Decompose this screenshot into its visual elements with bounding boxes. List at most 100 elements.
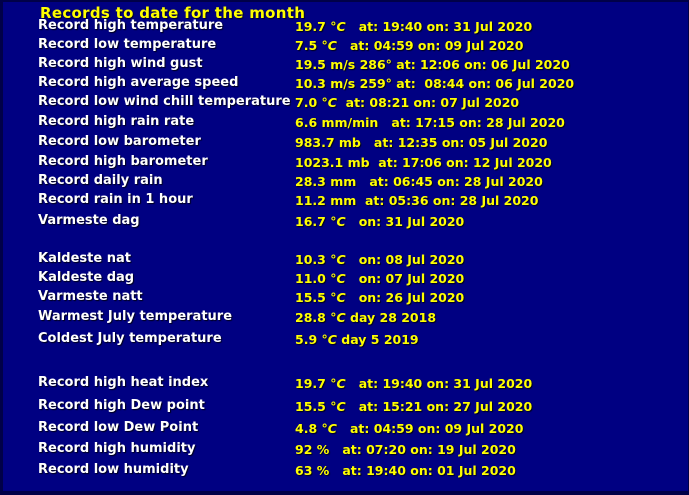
record-label: Varmeste dag [38, 213, 140, 228]
record-label: Record low barometer [38, 134, 201, 149]
record-label: Record high barometer [38, 154, 208, 169]
record-datetime: on: 26 Jul 2020 [345, 290, 465, 305]
record-row: Varmeste natt 15.5 °C on: 26 Jul 2020 [0, 289, 689, 305]
record-unit: mm/min [321, 115, 379, 130]
record-unit: °C [330, 399, 346, 414]
record-label: Record high average speed [38, 75, 239, 90]
record-value: 19.5 m/s 286° at: 12:06 on: 06 Jul 2020 [295, 57, 570, 73]
record-label: Kaldeste dag [38, 270, 135, 285]
record-unit: mm [330, 193, 357, 208]
record-label: Varmeste natt [38, 289, 143, 304]
record-datetime: on: 31 Jul 2020 [345, 214, 465, 229]
record-value: 15.5 °C at: 15:21 on: 27 Jul 2020 [295, 399, 532, 415]
record-datetime: at: 06:45 on: 28 Jul 2020 [356, 174, 543, 189]
record-number: 19.7 [295, 376, 331, 391]
record-row: Record low humidity 63 % at: 19:40 on: 01… [0, 462, 689, 478]
record-value: 19.7 °C at: 19:40 on: 31 Jul 2020 [295, 376, 532, 392]
record-label: Record low Dew Point [38, 420, 199, 435]
record-row: Record low temperature 7.5 °C at: 04:59 o… [0, 37, 689, 53]
record-datetime: 259° at: 08:44 on: 06 Jul 2020 [355, 76, 575, 91]
record-value: 63 % at: 19:40 on: 01 Jul 2020 [295, 463, 516, 479]
record-label: Record high wind gust [38, 56, 203, 71]
record-label: Record rain in 1 hour [38, 192, 193, 207]
record-number: 92 [295, 442, 317, 457]
record-value: 16.7 °C on: 31 Jul 2020 [295, 214, 464, 230]
record-datetime: on: 07 Jul 2020 [345, 271, 465, 286]
record-label: Record high temperature [38, 18, 224, 33]
record-value: 5.9 °C day 5 2019 [295, 332, 419, 348]
record-number: 19.5 [295, 57, 331, 72]
record-unit: mb [347, 155, 370, 170]
record-unit: mb [338, 135, 361, 150]
record-value: 92 % at: 07:20 on: 19 Jul 2020 [295, 442, 516, 458]
record-number: 10.3 [295, 252, 331, 267]
record-datetime: at: 05:36 on: 28 Jul 2020 [356, 193, 539, 208]
record-unit: % [316, 442, 330, 457]
record-number: 983.7 [295, 135, 339, 150]
record-datetime: at: 17:15 on: 28 Jul 2020 [378, 115, 565, 130]
record-label: Kaldeste nat [38, 251, 131, 266]
record-row: Coldest July temperature 5.9 °C day 5 201… [0, 331, 689, 347]
record-datetime: on: 08 Jul 2020 [345, 252, 465, 267]
record-row: Record high Dew point 15.5 °C at: 15:21 o… [0, 398, 689, 414]
record-unit: °C [321, 38, 337, 53]
record-unit: °C [330, 290, 346, 305]
record-value: 1023.1 mb at: 17:06 on: 12 Jul 2020 [295, 155, 552, 171]
record-row: Record high wind gust 19.5 m/s 286° at: 1… [0, 56, 689, 72]
record-datetime: at: 04:59 on: 09 Jul 2020 [336, 421, 524, 436]
record-value: 6.6 mm/min at: 17:15 on: 28 Jul 2020 [295, 115, 565, 131]
record-unit: °C [330, 19, 346, 34]
record-row: Warmest July temperature 28.8 °C day 28 2… [0, 309, 689, 325]
record-datetime: at: 12:35 on: 05 Jul 2020 [360, 135, 548, 150]
page-title: Records to date for the month [40, 4, 306, 22]
record-number: 28.3 [295, 174, 331, 189]
record-number: 11.2 [295, 193, 331, 208]
record-number: 63 [295, 463, 317, 478]
record-number: 16.7 [295, 214, 331, 229]
record-unit: °C [321, 95, 337, 110]
record-row: Record high average speed 10.3 m/s 259° a… [0, 75, 689, 91]
record-datetime: at: 19:40 on: 01 Jul 2020 [329, 463, 516, 478]
record-row: Record rain in 1 hour 11.2 mm at: 05:36 o… [0, 192, 689, 208]
record-value: 11.0 °C on: 07 Jul 2020 [295, 271, 464, 287]
record-value: 7.0 °C at: 08:21 on: 07 Jul 2020 [295, 95, 519, 111]
record-datetime: at: 19:40 on: 31 Jul 2020 [345, 19, 533, 34]
record-value: 15.5 °C on: 26 Jul 2020 [295, 290, 464, 306]
record-number: 5.9 [295, 332, 322, 347]
record-row: Record low Dew Point 4.8 °C at: 04:59 on:… [0, 420, 689, 436]
record-value: 7.5 °C at: 04:59 on: 09 Jul 2020 [295, 38, 523, 54]
record-label: Warmest July temperature [38, 309, 233, 324]
record-number: 15.5 [295, 399, 331, 414]
record-row: Kaldeste nat 10.3 °C on: 08 Jul 2020 [0, 251, 689, 267]
record-row: Record high heat index 19.7 °C at: 19:40 … [0, 375, 689, 391]
record-label: Record high Dew point [38, 398, 205, 413]
record-unit: m/s [330, 76, 356, 91]
record-label: Record high heat index [38, 375, 209, 390]
record-number: 6.6 [295, 115, 322, 130]
record-value: 28.8 °C day 28 2018 [295, 310, 436, 326]
record-label: Record high humidity [38, 441, 196, 456]
record-datetime: 286° at: 12:06 on: 06 Jul 2020 [355, 57, 570, 72]
record-unit: m/s [330, 57, 356, 72]
record-datetime: at: 17:06 on: 12 Jul 2020 [369, 155, 552, 170]
record-row: Varmeste dag 16.7 °C on: 31 Jul 2020 [0, 213, 689, 229]
record-unit: mm [330, 174, 357, 189]
record-value: 28.3 mm at: 06:45 on: 28 Jul 2020 [295, 174, 543, 190]
record-unit: °C [321, 421, 337, 436]
record-value: 10.3 °C on: 08 Jul 2020 [295, 252, 464, 268]
record-row: Record high rain rate 6.6 mm/min at: 17:1… [0, 114, 689, 130]
record-number: 1023.1 [295, 155, 348, 170]
record-value: 11.2 mm at: 05:36 on: 28 Jul 2020 [295, 193, 538, 209]
record-datetime: at: 07:20 on: 19 Jul 2020 [329, 442, 516, 457]
record-row: Record high humidity 92 % at: 07:20 on: 1… [0, 441, 689, 457]
record-row: Record high barometer 1023.1 mb at: 17:06… [0, 154, 689, 170]
record-number: 28.8 [295, 310, 331, 325]
record-row: Kaldeste dag 11.0 °C on: 07 Jul 2020 [0, 270, 689, 286]
record-number: 7.0 [295, 95, 322, 110]
record-row: Record low barometer 983.7 mb at: 12:35 o… [0, 134, 689, 150]
record-unit: °C [321, 332, 337, 347]
record-row: Record daily rain 28.3 mm at: 06:45 on: 2… [0, 173, 689, 189]
record-label: Record low humidity [38, 462, 189, 477]
record-value: 10.3 m/s 259° at: 08:44 on: 06 Jul 2020 [295, 76, 574, 92]
